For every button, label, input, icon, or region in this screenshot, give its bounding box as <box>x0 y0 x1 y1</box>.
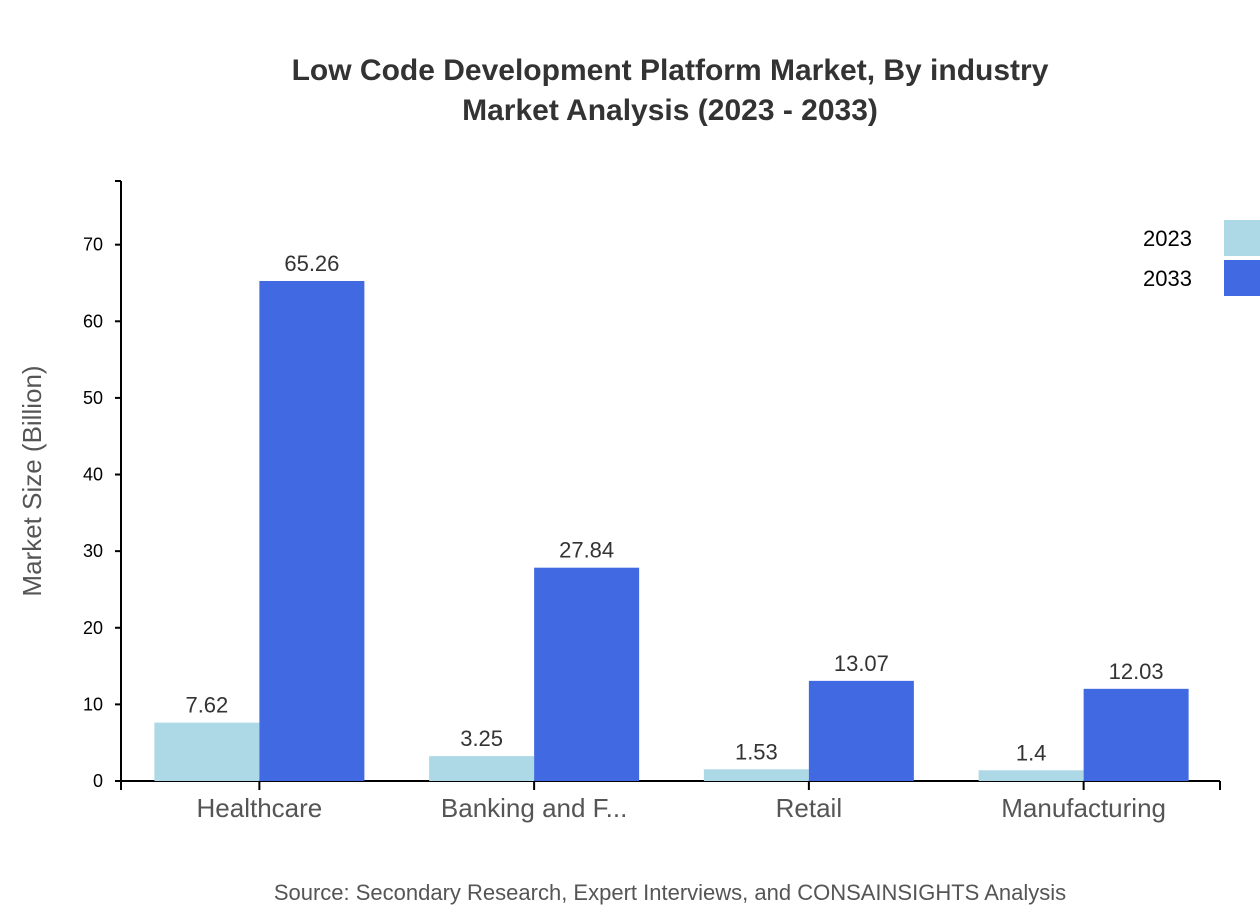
bar-2033 <box>1083 688 1189 781</box>
y-tick-label: 60 <box>83 311 103 331</box>
x-tick-label: Banking and F... <box>441 793 627 823</box>
y-axis-label: Market Size (Billion) <box>17 365 47 596</box>
data-label: 65.26 <box>284 251 339 276</box>
x-tick-label: Manufacturing <box>1001 793 1166 823</box>
y-tick-label: 0 <box>93 771 103 791</box>
bar-2023 <box>703 769 809 781</box>
x-tick-label: Retail <box>776 793 842 823</box>
data-label: 12.03 <box>1109 659 1164 684</box>
chart-title: Low Code Development Platform Market, By… <box>292 54 1049 87</box>
x-tick-label: Healthcare <box>197 793 323 823</box>
bars: 7.62 65.26 3.25 27.84 1.53 13.07 1.4 12.03 <box>154 251 1189 781</box>
y-tick-label: 20 <box>83 618 103 638</box>
data-label: 13.07 <box>834 651 889 676</box>
bar-2033 <box>534 567 640 781</box>
bar-2033 <box>808 680 914 781</box>
y-tick-label: 40 <box>83 465 103 485</box>
bar-2023 <box>978 770 1084 781</box>
legend: 2023 2033 <box>1143 220 1260 296</box>
y-tick-label: 30 <box>83 541 103 561</box>
y-tick-label: 70 <box>83 235 103 255</box>
data-label: 7.62 <box>185 693 228 718</box>
chart-subtitle: Market Analysis (2023 - 2033) <box>462 94 878 127</box>
y-axis: 0 10 20 30 40 50 60 70 <box>83 180 122 791</box>
legend-swatch-2023 <box>1224 220 1260 256</box>
y-tick-label: 10 <box>83 694 103 714</box>
y-tick-label: 50 <box>83 388 103 408</box>
bar-2023 <box>154 722 260 781</box>
bar-2033 <box>259 280 365 781</box>
legend-label: 2033 <box>1143 266 1192 291</box>
legend-swatch-2033 <box>1224 260 1260 296</box>
x-axis: Healthcare Banking and F... Retail Manufact… <box>120 780 1221 823</box>
data-label: 3.25 <box>460 726 503 751</box>
data-label: 27.84 <box>559 538 614 563</box>
data-label: 1.4 <box>1016 740 1047 765</box>
bar-2023 <box>429 756 535 781</box>
data-label: 1.53 <box>735 739 778 764</box>
legend-label: 2023 <box>1143 226 1192 251</box>
source-note: Source: Secondary Research, Expert Inter… <box>274 880 1066 905</box>
